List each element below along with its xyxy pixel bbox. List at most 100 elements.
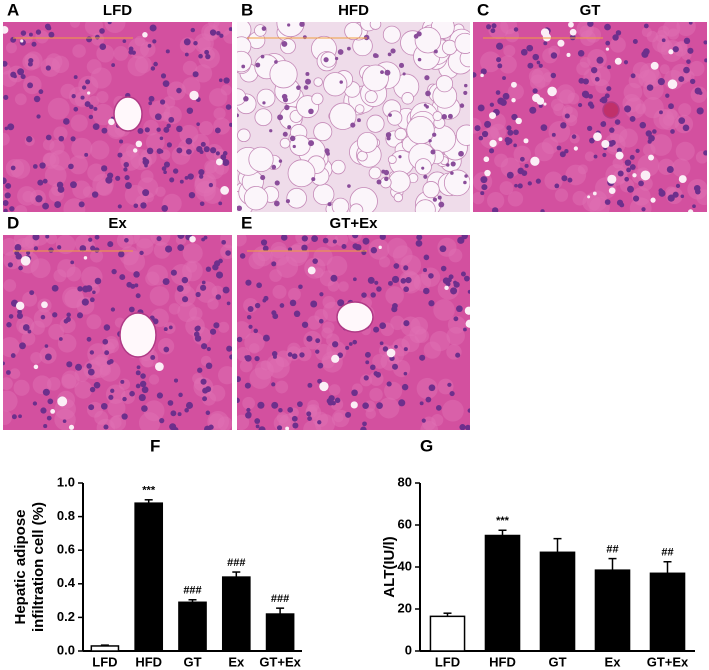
- nucleus: [583, 92, 590, 99]
- nucleus: [287, 352, 293, 357]
- nucleus: [161, 166, 167, 171]
- nucleus: [188, 191, 196, 199]
- nucleus: [208, 182, 214, 188]
- nucleus: [561, 175, 568, 182]
- nucleus: [473, 72, 477, 78]
- nucleus: [692, 204, 696, 209]
- nucleus: [215, 271, 224, 279]
- nucleus: [14, 244, 22, 251]
- nucleus: [403, 286, 409, 293]
- cytoplasm: [390, 315, 405, 331]
- vacuole: [615, 151, 624, 160]
- nucleus: [78, 201, 85, 208]
- cytoplasm: [431, 414, 444, 427]
- nucleus: [239, 253, 246, 259]
- cytoplasm: [572, 190, 588, 206]
- panel-letter: B: [241, 0, 253, 19]
- vacuole: [650, 197, 656, 203]
- cytoplasm: [84, 22, 104, 36]
- cytoplasm: [69, 22, 81, 28]
- cytoplasm: [182, 243, 203, 264]
- panel-title: GT: [580, 2, 601, 19]
- vacuole: [189, 90, 199, 101]
- nucleus: [255, 424, 260, 429]
- nucleus: [619, 202, 625, 208]
- vacuole: [350, 401, 358, 409]
- nucleus: [428, 139, 432, 143]
- nucleus: [480, 191, 485, 196]
- nucleus: [70, 181, 77, 189]
- nucleus: [118, 251, 125, 258]
- nucleus: [463, 275, 470, 282]
- y-tick-label: 0.0: [57, 642, 75, 657]
- vacuole: [484, 169, 491, 177]
- y-tick-label: 0.6: [57, 542, 75, 557]
- nucleus: [604, 199, 611, 205]
- lipid: [368, 166, 382, 180]
- nucleus: [416, 31, 422, 37]
- nucleus: [291, 415, 298, 422]
- cytoplasm: [22, 291, 38, 307]
- cytoplasm: [676, 22, 696, 37]
- nucleus: [148, 95, 155, 102]
- micrograph: [237, 235, 470, 430]
- nucleus: [379, 322, 387, 330]
- nucleus: [416, 235, 423, 241]
- nucleus: [123, 161, 129, 168]
- nucleus: [390, 48, 396, 54]
- nucleus: [103, 324, 111, 331]
- cytoplasm: [550, 98, 564, 112]
- nucleus: [39, 162, 46, 169]
- vacuole: [135, 140, 143, 148]
- cytoplasm: [544, 171, 563, 190]
- nucleus: [213, 322, 220, 329]
- vessel: [336, 301, 374, 333]
- nucleus: [254, 355, 260, 362]
- nucleus: [122, 396, 127, 402]
- nucleus: [85, 285, 93, 292]
- significance: ###: [183, 585, 201, 597]
- nucleus: [89, 297, 95, 303]
- nucleus: [73, 106, 79, 112]
- nucleus: [332, 239, 337, 244]
- nucleus: [661, 38, 666, 43]
- nucleus: [199, 201, 205, 207]
- nucleus: [658, 188, 664, 193]
- nucleus: [337, 49, 344, 55]
- nucleus: [385, 132, 392, 138]
- nucleus: [594, 76, 600, 82]
- nucleus: [373, 371, 379, 376]
- nucleus: [373, 326, 380, 333]
- nucleus: [605, 40, 611, 46]
- lipid: [323, 72, 348, 97]
- cytoplasm: [63, 198, 86, 212]
- nucleus: [138, 393, 146, 402]
- micrograph: [237, 22, 470, 212]
- nucleus: [296, 85, 301, 91]
- nucleus: [629, 154, 635, 160]
- nucleus: [167, 400, 174, 406]
- nucleus: [20, 30, 27, 36]
- cytoplasm: [499, 181, 514, 196]
- nucleus: [347, 46, 351, 51]
- nucleus: [457, 236, 465, 244]
- cytoplasm: [143, 400, 165, 422]
- cytoplasm: [322, 321, 335, 334]
- vacuole: [536, 97, 545, 105]
- cytoplasm: [507, 83, 524, 100]
- nucleus: [360, 426, 367, 430]
- lipid: [279, 137, 291, 149]
- x-tick-label: Ex: [228, 654, 245, 669]
- nucleus: [665, 93, 670, 98]
- nucleus: [147, 43, 152, 48]
- lipid: [331, 159, 346, 175]
- y-axis-label: infiltration cell (%): [30, 502, 47, 632]
- nucleus: [121, 413, 128, 420]
- nucleus: [301, 321, 309, 328]
- nucleus: [489, 148, 495, 154]
- cytoplasm: [148, 374, 160, 385]
- nucleus: [556, 145, 562, 151]
- nucleus: [447, 382, 452, 387]
- nucleus: [229, 354, 232, 360]
- cytoplasm: [182, 60, 198, 76]
